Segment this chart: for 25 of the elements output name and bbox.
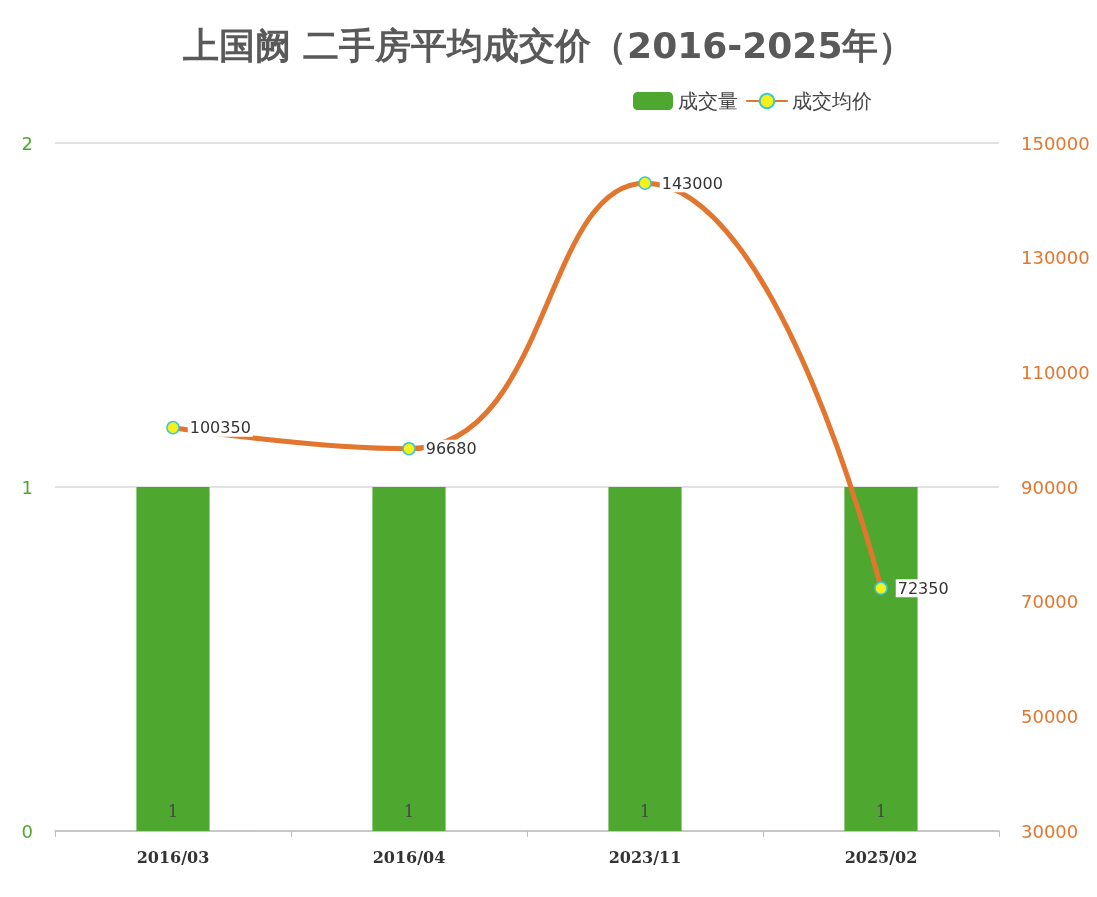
y-tick-label: 1 <box>21 476 33 498</box>
data-label: 1 <box>639 801 651 821</box>
y2-tick-label: 90000 <box>1021 476 1079 498</box>
y2-tick-label: 150000 <box>1021 132 1090 154</box>
legend-label: 成交均价 <box>792 89 872 113</box>
data-label: 1 <box>875 801 887 821</box>
y2-tick-label: 70000 <box>1021 591 1079 613</box>
x-tick-label: 2025/02 <box>844 847 918 867</box>
y-tick-label: 2 <box>21 132 33 154</box>
chart-title: 上国阙 二手房平均成交价（2016-2025年） <box>182 24 915 66</box>
y2-tick-label: 30000 <box>1021 820 1079 842</box>
legend-label: 成交量 <box>678 89 738 113</box>
data-label: 143000 <box>661 173 723 193</box>
data-label: 1 <box>403 801 415 821</box>
x-tick-label: 2016/04 <box>372 847 446 867</box>
x-tick-label: 2023/11 <box>608 847 682 867</box>
y2-tick-label: 130000 <box>1021 247 1090 269</box>
data-label: 1 <box>167 801 179 821</box>
data-label: 100350 <box>189 418 251 438</box>
y-tick-label: 0 <box>21 820 33 842</box>
data-label: 72350 <box>897 578 949 598</box>
y2-tick-label: 110000 <box>1021 361 1090 383</box>
y2-tick-label: 50000 <box>1021 705 1079 727</box>
data-label: 96680 <box>425 439 477 459</box>
x-tick-label: 2016/03 <box>136 847 210 867</box>
